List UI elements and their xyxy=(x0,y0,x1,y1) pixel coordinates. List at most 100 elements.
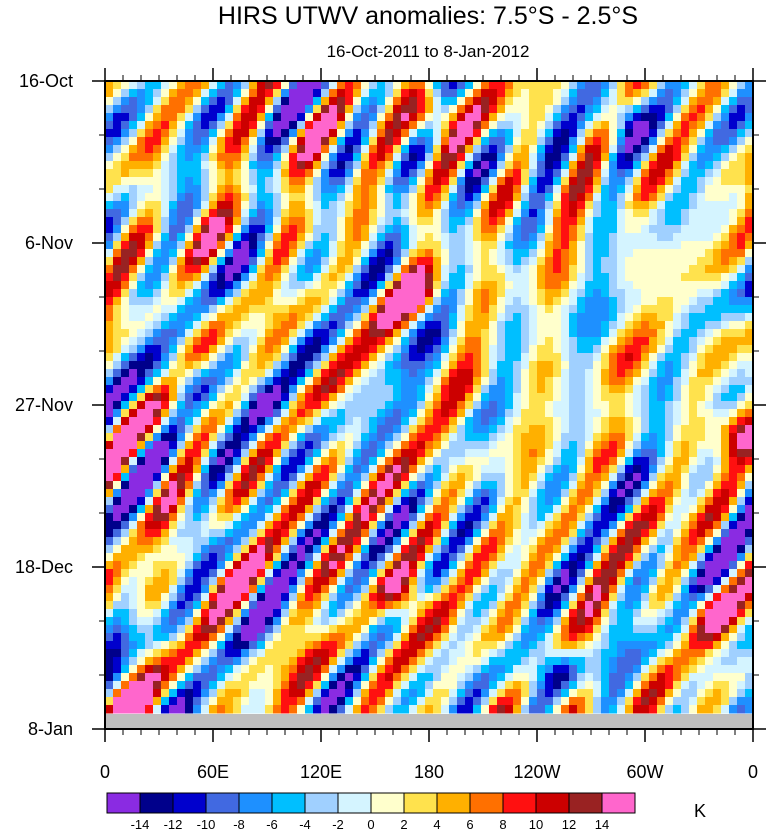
field-cell xyxy=(681,457,690,466)
field-cell xyxy=(385,209,394,218)
field-cell xyxy=(665,313,674,322)
field-cell xyxy=(345,561,354,570)
field-cell xyxy=(553,441,562,450)
field-cell xyxy=(289,241,298,250)
field-cell xyxy=(497,209,506,218)
field-cell xyxy=(137,297,146,306)
field-cell xyxy=(617,121,626,130)
field-cell xyxy=(409,409,418,418)
field-cell xyxy=(625,193,634,202)
field-cell xyxy=(737,353,746,362)
field-cell xyxy=(337,393,346,402)
field-cell xyxy=(705,465,714,474)
field-cell xyxy=(161,169,170,178)
field-cell xyxy=(569,233,578,242)
field-cell xyxy=(393,185,402,194)
field-cell xyxy=(657,561,666,570)
field-cell xyxy=(249,153,258,162)
field-cell xyxy=(641,489,650,498)
field-cell xyxy=(121,537,130,546)
field-cell xyxy=(121,89,130,98)
field-cell xyxy=(105,185,114,194)
field-cell xyxy=(609,473,618,482)
field-cell xyxy=(217,545,226,554)
field-cell xyxy=(681,545,690,554)
field-cell xyxy=(545,113,554,122)
field-cell xyxy=(385,225,394,234)
field-cell xyxy=(433,513,442,522)
field-cell xyxy=(617,137,626,146)
field-cell xyxy=(561,121,570,130)
field-cell xyxy=(449,153,458,162)
field-cell xyxy=(209,441,218,450)
field-cell xyxy=(473,129,482,138)
field-cell xyxy=(737,113,746,122)
field-cell xyxy=(153,265,162,274)
field-cell xyxy=(649,393,658,402)
field-cell xyxy=(385,449,394,458)
field-cell xyxy=(617,289,626,298)
field-cell xyxy=(105,433,114,442)
field-cell xyxy=(473,425,482,434)
field-cell xyxy=(113,129,122,138)
field-cell xyxy=(561,369,570,378)
field-cell xyxy=(241,377,250,386)
field-cell xyxy=(265,121,274,130)
field-cell xyxy=(297,177,306,186)
field-cell xyxy=(193,553,202,562)
field-cell xyxy=(473,153,482,162)
field-cell xyxy=(577,121,586,130)
field-cell xyxy=(153,409,162,418)
field-cell xyxy=(433,145,442,154)
field-cell xyxy=(217,137,226,146)
field-cell xyxy=(113,569,122,578)
field-cell xyxy=(209,321,218,330)
field-cell xyxy=(473,417,482,426)
field-cell xyxy=(553,521,562,530)
field-cell xyxy=(209,473,218,482)
field-cell xyxy=(209,137,218,146)
field-cell xyxy=(473,369,482,378)
field-cell xyxy=(673,241,682,250)
field-cell xyxy=(625,553,634,562)
field-cell xyxy=(545,345,554,354)
field-cell xyxy=(505,265,514,274)
field-cell xyxy=(401,553,410,562)
field-cell xyxy=(713,377,722,386)
field-cell xyxy=(497,505,506,514)
field-cell xyxy=(209,201,218,210)
field-cell xyxy=(553,473,562,482)
field-cell xyxy=(729,505,738,514)
field-cell xyxy=(689,233,698,242)
field-cell xyxy=(153,297,162,306)
field-cell xyxy=(585,481,594,490)
field-cell xyxy=(721,289,730,298)
field-cell xyxy=(657,81,666,90)
field-cell xyxy=(481,377,490,386)
field-cell xyxy=(329,257,338,266)
field-cell xyxy=(745,305,753,314)
field-cell xyxy=(177,113,186,122)
field-cell xyxy=(337,201,346,210)
field-cell xyxy=(337,145,346,154)
field-cell xyxy=(545,321,554,330)
field-cell xyxy=(281,145,290,154)
field-cell xyxy=(577,241,586,250)
field-cell xyxy=(417,121,426,130)
field-cell xyxy=(521,521,530,530)
field-cell xyxy=(577,225,586,234)
field-cell xyxy=(297,305,306,314)
field-cell xyxy=(657,241,666,250)
field-cell xyxy=(313,353,322,362)
field-cell xyxy=(425,81,434,90)
field-cell xyxy=(729,137,738,146)
field-cell xyxy=(585,89,594,98)
field-cell xyxy=(289,529,298,538)
field-cell xyxy=(433,281,442,290)
field-cell xyxy=(273,145,282,154)
field-cell xyxy=(585,145,594,154)
field-cell xyxy=(241,89,250,98)
field-cell xyxy=(169,561,178,570)
field-cell xyxy=(409,297,418,306)
field-cell xyxy=(145,497,154,506)
